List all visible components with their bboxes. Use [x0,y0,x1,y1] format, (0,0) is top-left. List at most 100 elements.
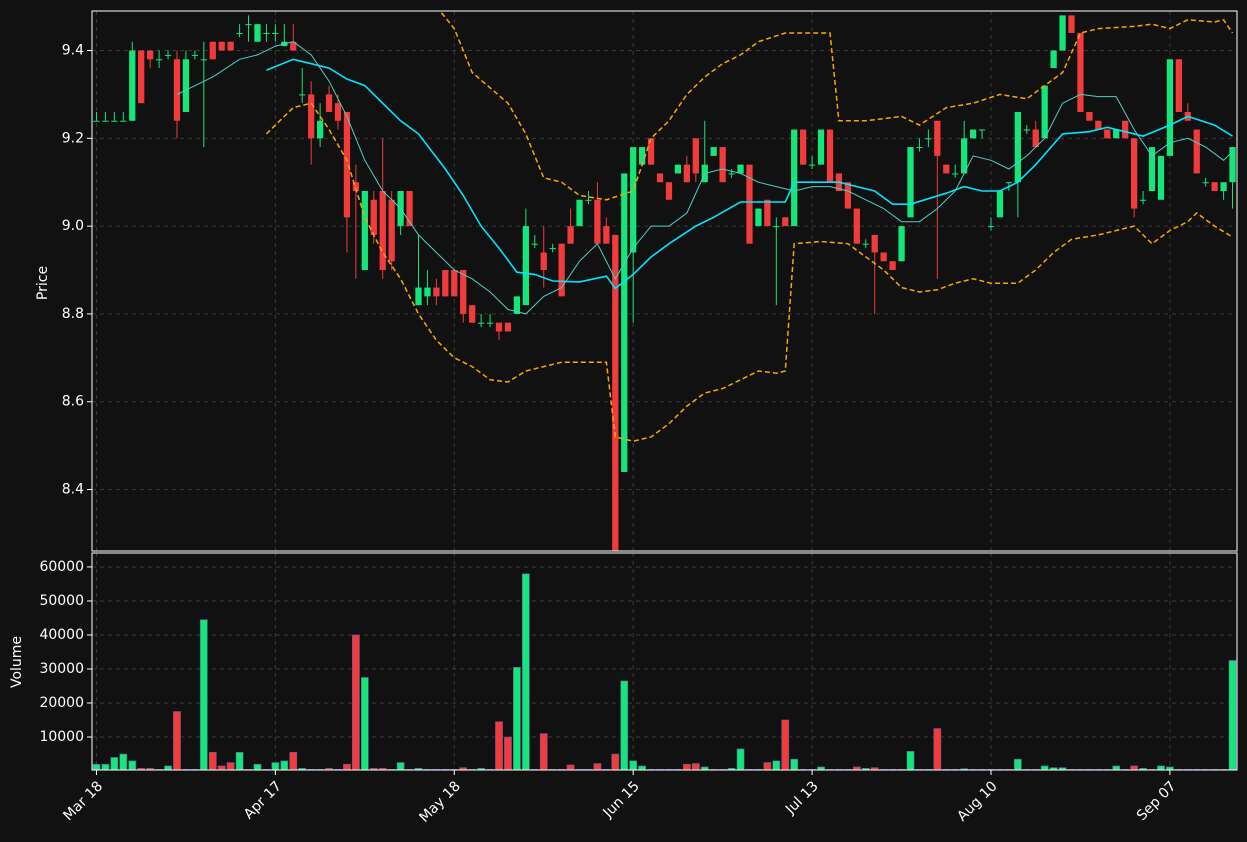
candle-body [978,129,986,131]
candle-body [1113,129,1120,139]
y2-tick-label: 60000 [39,559,84,575]
candle-body [916,147,923,149]
y-tick-label: 8.8 [62,306,84,322]
volume-bar [539,733,548,771]
y-axis-label: Price [35,266,51,300]
candle-body [343,111,351,218]
candle-body [111,120,118,122]
candle-body [594,199,601,244]
candle-body [952,173,959,175]
candle-body [683,164,690,183]
candle-body [299,94,306,96]
indicator-line [265,102,1233,442]
volume-bar [495,721,503,771]
candle-body [272,32,279,34]
indicator-line [266,58,1233,290]
y2-tick-label: 50000 [39,593,84,609]
candle-body [656,173,664,183]
marks [92,11,1237,771]
candle-body [308,94,315,139]
candle-body [907,147,914,218]
volume-bar [691,763,700,771]
y-tick-label: 8.6 [62,394,84,410]
candle-body [943,164,950,174]
candle-body [147,50,154,60]
candle-body [710,147,717,156]
candle-body [495,322,503,332]
volume-bar [280,760,289,771]
volume-bar [199,619,208,771]
volume-bar [396,762,405,771]
volume-bar [164,765,172,771]
candle-body [862,243,869,245]
candle-body [1122,120,1129,139]
candle-body [1130,138,1138,209]
candle-body [93,120,100,122]
candle-body [1193,129,1200,174]
candle-body [469,305,476,323]
candle-body [567,226,574,244]
candle-body [800,129,807,165]
candle-body [1086,111,1093,121]
volume-bar [566,764,575,771]
candle-body [1041,85,1048,139]
volume-bar [173,711,181,771]
candle-body [737,164,744,174]
candle-body [406,191,413,227]
candle-body [647,138,655,165]
volume-bar [1040,765,1049,771]
candle-body [433,287,440,297]
candle-body [844,182,852,209]
candle-body [961,138,968,174]
price-marks [93,11,1236,551]
candle-body [692,138,699,174]
candle-body [1157,155,1165,200]
candle-body [415,287,422,306]
candle-body [290,41,297,51]
candle-body [477,322,485,324]
candle-body [370,199,377,235]
candle-body [621,173,628,472]
candle-body [603,226,610,244]
volume-bar [638,765,647,771]
volume-bar [736,748,745,771]
candle-body [129,50,136,121]
candle-body [934,120,941,156]
volume-bar [504,736,512,771]
candle-body [522,226,529,306]
candle-body [1095,120,1102,130]
indicator-line [292,11,1234,201]
candle-body [1148,147,1156,191]
volume-bar [235,752,244,771]
candle-body [218,41,225,51]
volume-bar [110,757,119,771]
candle-body [826,129,834,183]
candle-body [1068,15,1075,33]
volume-bar [781,719,790,771]
candle-body [1023,129,1030,131]
candle-body [871,234,878,253]
candle-body [504,322,512,332]
candle-body [361,191,368,271]
candle-body [254,24,261,42]
candle-body [102,120,109,122]
candle-body [227,41,234,51]
candle-body [191,54,199,56]
volume-bar [1013,758,1022,771]
candle-body [1005,182,1013,184]
y2-tick-label: 30000 [39,661,84,677]
candle-body [782,217,789,227]
candle-body [164,54,172,56]
candle-body [630,147,637,253]
candle-body [209,41,216,60]
candle-body [1229,147,1236,183]
volume-bar [119,753,128,771]
volume-bar [772,760,781,771]
candle-body [755,208,762,227]
volume-frame [91,552,1238,771]
candle-body [1175,59,1182,112]
y2-tick-label: 20000 [39,695,84,711]
y-tick-label: 8.4 [62,482,84,498]
volume-bar [906,750,915,771]
